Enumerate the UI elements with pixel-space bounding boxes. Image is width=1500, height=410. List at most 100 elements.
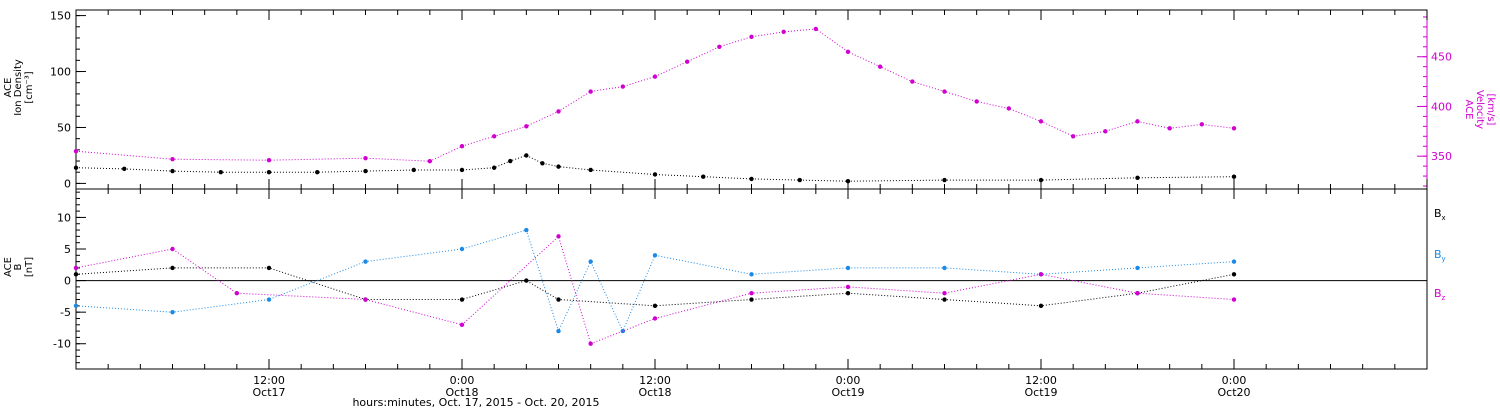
legend-entry-By: By	[1434, 248, 1446, 263]
b-axis-label: ACE	[3, 257, 14, 277]
x-tick-label-date: Oct19	[831, 386, 864, 399]
magenta-point	[620, 84, 626, 89]
black-point	[1038, 177, 1044, 183]
Bx-trace	[75, 267, 1235, 307]
x-tick-label-time: 12:00	[1025, 374, 1057, 387]
By-point	[652, 253, 658, 258]
x-axis-title: hours:minutes, Oct. 17, 2015 - Oct. 20, …	[352, 396, 599, 409]
magenta-point	[363, 155, 368, 161]
Bx-point	[749, 297, 754, 302]
density-axis-tick-label: 100	[50, 66, 71, 79]
magenta-point	[942, 89, 947, 94]
b-axis-tick-label: 10	[57, 211, 71, 224]
x-tick-label-date: Oct19	[1024, 386, 1057, 399]
magenta-point	[266, 157, 272, 163]
magenta-trace	[75, 28, 1235, 162]
black-point	[701, 174, 706, 179]
density-axis-label: Ion Density	[13, 59, 24, 116]
b-axis-label: [nT]	[24, 257, 35, 277]
magenta-point	[1167, 126, 1172, 131]
b-axis-tick-label: 5	[64, 243, 71, 256]
black-point	[540, 161, 545, 166]
black-point	[1135, 175, 1140, 181]
density-axis-tick-label: 50	[57, 121, 71, 134]
x-tick-label-date: Oct18	[445, 386, 478, 399]
black-point	[556, 164, 561, 169]
bottom-panel-frame	[75, 188, 1428, 370]
black-point	[411, 167, 416, 173]
magenta-point	[717, 44, 722, 49]
x-tick-label-date: Oct20	[1217, 386, 1250, 399]
velocity-tick-label: 450	[1431, 51, 1452, 64]
By-point	[620, 328, 626, 334]
magenta-point	[749, 34, 754, 40]
magenta-point	[652, 74, 658, 79]
Bx-point	[1231, 272, 1237, 277]
axis-ticks	[75, 10, 1428, 370]
magenta-point	[1070, 134, 1076, 139]
density-axis-tick-label: 0	[64, 177, 71, 190]
black-point	[459, 167, 465, 173]
Bx-point	[1038, 303, 1044, 309]
By-point	[266, 297, 272, 302]
b-axis-label: B	[13, 263, 24, 270]
By-point	[556, 328, 561, 334]
By-point	[1231, 259, 1237, 264]
magenta-point	[1135, 119, 1140, 124]
magenta-point	[1006, 106, 1012, 111]
x-tick-label-time: 0:00	[836, 374, 861, 387]
Bz-point	[652, 316, 658, 321]
velocity-axis-label: [km/s]	[1485, 94, 1496, 126]
density-axis-label: [cm⁻³]	[24, 71, 35, 103]
Bz-point	[588, 341, 593, 346]
x-tick-label-date: Oct17	[252, 386, 285, 399]
Bx-point	[459, 297, 465, 302]
Bz-point	[459, 322, 465, 327]
Bx-point	[845, 291, 851, 296]
velocity-axis-label: ACE	[1463, 100, 1474, 120]
density-axis-label: ACE	[3, 78, 14, 98]
Bz-point	[363, 297, 368, 302]
x-tick-label-time: 0:00	[1222, 374, 1247, 387]
b-axis-tick-label: 0	[64, 275, 71, 288]
x-tick-label-date: Oct18	[638, 386, 671, 399]
Bx-point	[266, 265, 272, 271]
magenta-point	[813, 26, 819, 32]
Bz-point	[73, 265, 79, 271]
magenta-point	[1231, 126, 1237, 131]
By-point	[749, 272, 754, 277]
magenta-point	[1199, 122, 1205, 127]
black-point	[363, 168, 368, 174]
density-axis-tick-label: 150	[50, 10, 71, 23]
Bz-point	[1231, 297, 1237, 302]
black-trace	[75, 154, 1235, 182]
By-point	[588, 259, 593, 264]
black-point	[749, 176, 754, 182]
legend-subscript: z	[1442, 294, 1446, 302]
b-axis-tick-label: -10	[53, 338, 71, 351]
x-tick-label-time: 12:00	[639, 374, 671, 387]
black-point	[797, 177, 802, 183]
black-point	[266, 170, 272, 175]
Bz-point	[845, 284, 851, 290]
black-point	[652, 172, 658, 177]
velocity-axis-label: Velocity	[1474, 90, 1485, 129]
legend-entry-Bz: Bz	[1434, 287, 1446, 302]
Bx-point	[652, 303, 658, 309]
By-trace	[75, 229, 1235, 333]
black-point	[315, 170, 320, 175]
magenta-point	[524, 124, 529, 129]
legend-entry-Bx: Bx	[1434, 207, 1446, 222]
x-tick-label-time: 0:00	[450, 374, 475, 387]
legend-subscript: y	[1442, 255, 1446, 263]
Bz-point	[1038, 272, 1044, 277]
velocity-tick-label: 350	[1431, 150, 1452, 163]
legend-subscript: x	[1442, 214, 1446, 222]
b-axis-tick-label: -5	[60, 306, 71, 319]
magenta-point	[459, 144, 465, 149]
black-point	[1231, 174, 1237, 179]
magenta-point	[684, 59, 690, 64]
velocity-tick-label: 400	[1431, 100, 1452, 113]
black-point	[491, 165, 497, 170]
